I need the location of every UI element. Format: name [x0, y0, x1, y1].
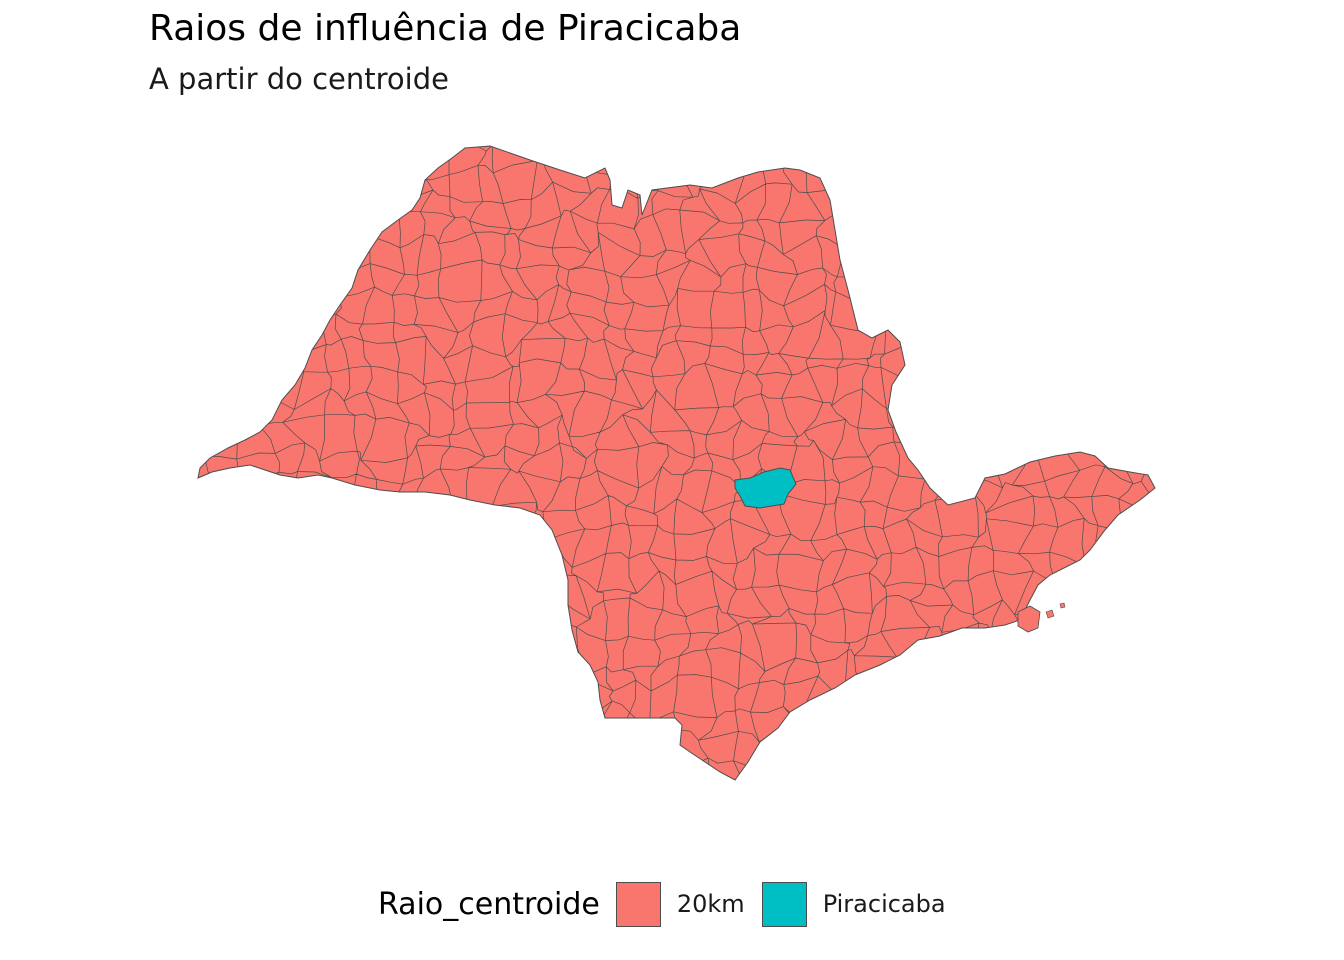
- island-small: [1059, 602, 1066, 609]
- legend-title: Raio_centroide: [378, 886, 600, 922]
- island-ilhabela: [1017, 605, 1041, 633]
- state-outline: [197, 145, 1156, 781]
- legend-key-20km: [615, 881, 661, 927]
- municipality-map: [197, 145, 1156, 781]
- chart-subtitle: A partir do centroide: [149, 62, 449, 96]
- piracicaba-region: [734, 467, 797, 509]
- legend: Raio_centroide 20km Piracicaba: [378, 880, 963, 928]
- legend-label-20km: 20km: [676, 890, 745, 918]
- legend-item-20km: 20km: [615, 881, 745, 927]
- legend-key-piracicaba: [761, 881, 807, 927]
- chart-title: Raios de influência de Piracicaba: [149, 8, 742, 49]
- state-shape: [197, 145, 1156, 781]
- island-small: [1045, 609, 1055, 619]
- legend-item-piracicaba: Piracicaba: [761, 881, 946, 927]
- legend-label-piracicaba: Piracicaba: [822, 890, 946, 918]
